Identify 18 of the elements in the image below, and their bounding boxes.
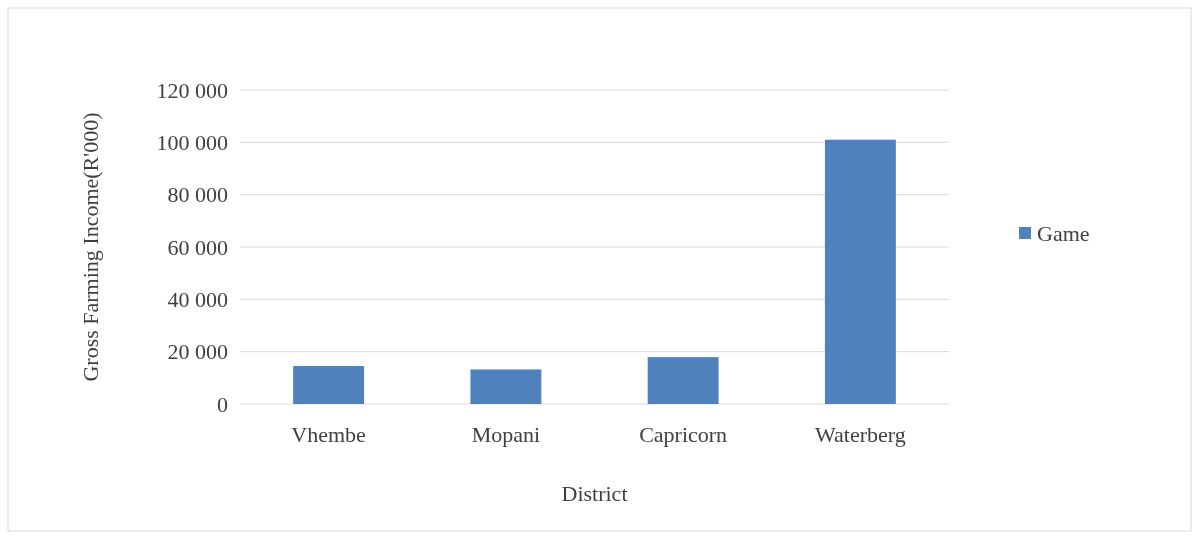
y-tick-label: 120 000 [156,77,228,103]
y-tick-label: 60 000 [167,234,228,260]
x-axis-title: District [561,481,628,506]
x-tick-label: Capricorn [639,422,728,447]
bar [293,366,365,404]
bar [824,139,896,404]
x-tick-label: Vhembe [291,422,366,447]
bar [470,369,542,404]
y-tick-label: 0 [217,391,228,417]
y-axis-title: Gross Farming Income(R'000) [78,112,103,382]
y-tick-label: 80 000 [167,182,228,208]
bar [647,357,719,404]
y-tick-label: 20 000 [167,339,228,365]
x-tick-label: Waterberg [815,422,906,447]
y-tick-label: 100 000 [156,130,228,156]
y-tick-label: 40 000 [167,287,228,313]
legend-label: Game [1037,220,1090,246]
x-tick-label: Mopani [471,422,541,447]
